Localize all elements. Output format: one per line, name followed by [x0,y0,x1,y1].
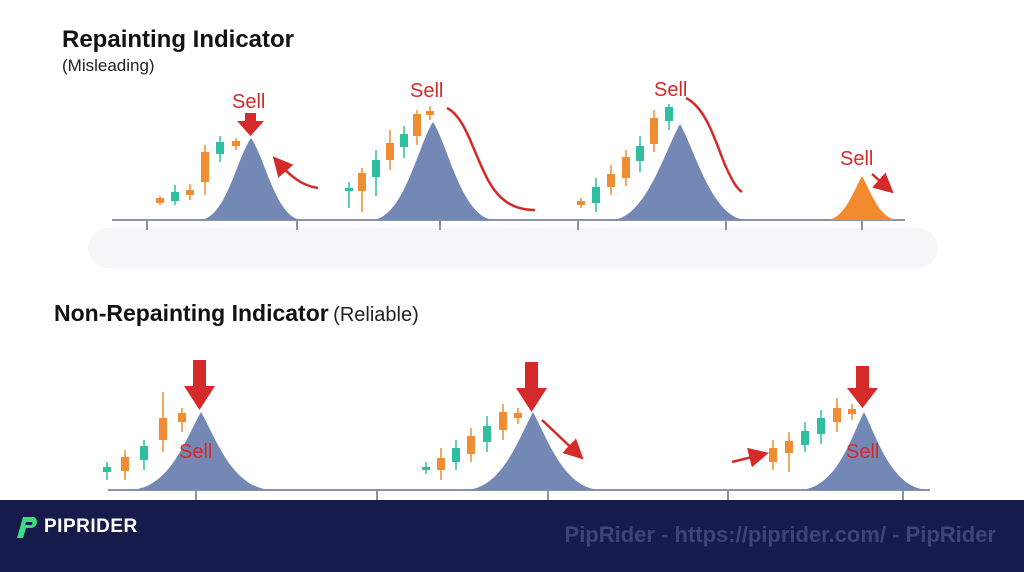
stable-candles-group-3 [769,398,856,472]
down-arrow-icon [237,113,264,136]
stable-candles-group-2 [422,404,522,480]
stable-candles-group-1 [103,392,186,480]
bottom-axis-ticks [195,490,904,500]
repaint-sell-label-1: Sell [232,91,265,113]
candles-group-2 [345,106,434,212]
top-axis-ticks [146,220,863,230]
repaint-sell-label-4: Sell [840,148,873,170]
repainting-subtitle: (Misleading) [62,56,155,75]
down-arrow-icon [516,362,547,412]
down-arrow-icon [184,360,215,410]
stable-peak-2 [466,412,600,490]
down-arrow-icon [847,366,878,408]
brand-logo[interactable]: PIPRIDER [14,514,138,540]
repainting-title: Repainting Indicator [62,26,295,53]
repaint-peak-3 [612,124,746,220]
non-repainting-title: Non-Repainting Indicator [54,300,329,326]
candles-group-1 [156,136,240,205]
footer-bar: PIPRIDER PipRider - https://piprider.com… [0,500,1024,572]
top-panel-shadow [88,228,938,268]
brand-name: PIPRIDER [44,516,138,537]
repaint-late-peak [827,176,897,220]
late-signal-arrow [871,172,894,194]
candles-group-3 [577,104,673,212]
stable-sell-label-2: Sell [846,441,879,463]
indicator-diagram: Sell Sell Sell Sell [88,79,938,500]
non-repainting-heading: Non-Repainting Indicator (Reliable) [54,300,419,327]
piprider-logo-icon [17,517,37,538]
entry-arrow [731,447,769,468]
non-repainting-subtitle: (Reliable) [333,304,419,326]
stable-peak-3 [800,412,928,490]
repaint-peak-2 [372,122,494,220]
repaint-curve-line-3 [685,96,743,194]
watermark-text: PipRider - https://piprider.com/ - PipRi… [564,522,996,547]
repaint-sell-label-3: Sell [654,79,687,101]
stable-peak-1 [130,412,272,490]
repaint-peak-1 [200,138,302,220]
repaint-curve-arrow-1 [272,156,319,190]
continuation-arrow [541,419,584,460]
repaint-curve-line-2 [446,106,536,212]
repaint-sell-label-2: Sell [410,80,443,102]
stable-sell-label-1: Sell [179,441,212,463]
